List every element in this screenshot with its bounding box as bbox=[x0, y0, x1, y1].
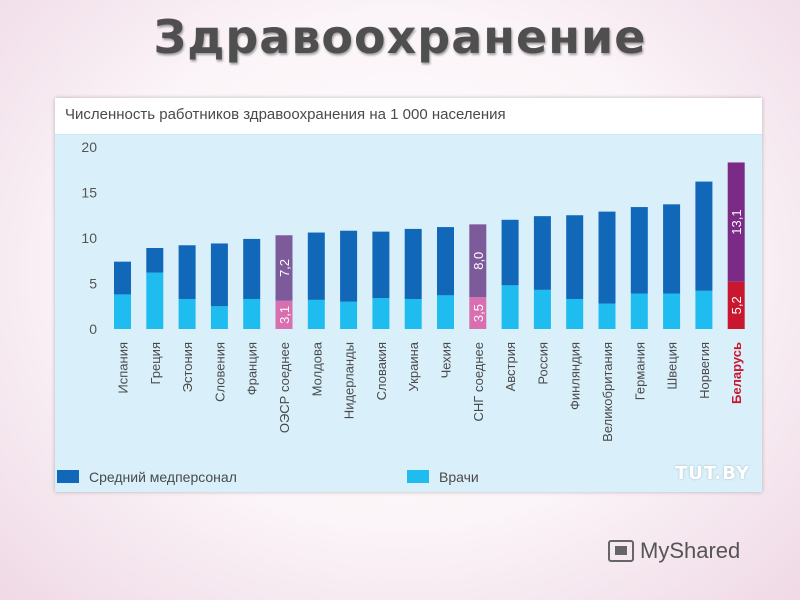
bar-segment-doctors bbox=[275, 300, 293, 329]
logo-text: MyShared bbox=[640, 538, 741, 563]
y-tick-label: 20 bbox=[81, 139, 97, 155]
category-label: Швеция bbox=[665, 342, 680, 390]
bar-segment-doctors bbox=[114, 294, 131, 329]
legend-label: Врачи bbox=[439, 469, 479, 485]
bar-segment-nurses bbox=[372, 231, 390, 299]
bar-segment-nurses bbox=[695, 181, 713, 291]
bar-segment-doctors bbox=[630, 293, 648, 329]
category-label: Норвегия bbox=[697, 342, 712, 399]
category-label: Словения bbox=[212, 342, 227, 402]
category-label: Беларусь bbox=[729, 342, 744, 404]
bar-segment-doctors bbox=[533, 289, 551, 329]
category-label: Франция bbox=[245, 342, 260, 395]
bar-segment-doctors bbox=[501, 285, 519, 329]
bar-segment-nurses bbox=[630, 207, 648, 294]
category-label: Финляндия bbox=[568, 342, 583, 410]
bar-segment-doctors bbox=[340, 301, 358, 329]
legend-label: Средний медперсонал bbox=[89, 469, 237, 485]
bar-data-label: 7,2 bbox=[277, 259, 292, 277]
bar-segment-doctors bbox=[372, 298, 390, 329]
category-label: Великобритания bbox=[600, 342, 615, 442]
bar-segment-nurses bbox=[437, 227, 454, 296]
bar-segment-doctors bbox=[695, 290, 713, 329]
bar-segment-nurses bbox=[663, 204, 681, 294]
category-label: Словакия bbox=[374, 342, 389, 400]
bar-segment-nurses bbox=[404, 228, 422, 299]
bar-segment-doctors bbox=[307, 299, 325, 329]
chart-panel: Численность работников здравоохранения н… bbox=[55, 98, 762, 492]
bar-segment-doctors bbox=[663, 293, 681, 329]
category-label: СНГ соеднее bbox=[471, 342, 486, 421]
bar-segment-doctors bbox=[178, 298, 196, 329]
bar-segment-nurses bbox=[533, 216, 551, 290]
myshared-logo: MyShared bbox=[608, 538, 740, 564]
bar-segment-nurses bbox=[275, 235, 293, 301]
legend-swatch bbox=[57, 470, 79, 483]
bar-segment-doctors bbox=[437, 295, 454, 329]
bar-segment-doctors bbox=[598, 303, 616, 329]
bar-segment-doctors bbox=[243, 298, 261, 329]
bar-segment-doctors bbox=[146, 272, 164, 329]
y-tick-label: 0 bbox=[89, 321, 97, 337]
category-label: Германия bbox=[632, 342, 647, 400]
bar-segment-nurses bbox=[178, 245, 196, 299]
category-label: Нидерланды bbox=[342, 342, 357, 419]
chart-title: Численность работников здравоохранения н… bbox=[65, 106, 506, 123]
bar-segment-doctors bbox=[210, 306, 228, 329]
slide-title: Здравоохранение bbox=[153, 10, 647, 64]
bar-segment-nurses bbox=[307, 232, 325, 300]
y-tick-label: 5 bbox=[89, 276, 97, 292]
bar-segment-doctors bbox=[404, 298, 422, 329]
y-tick-label: 15 bbox=[81, 185, 97, 201]
y-tick-label: 10 bbox=[81, 230, 97, 246]
legend-swatch bbox=[407, 470, 429, 483]
bar-segment-doctors bbox=[727, 281, 745, 329]
presentation-icon bbox=[608, 540, 634, 562]
category-label: Россия bbox=[535, 342, 550, 385]
category-label: Украина bbox=[406, 341, 421, 391]
bar-data-label: 8,0 bbox=[471, 252, 486, 270]
bar-segment-doctors bbox=[566, 298, 584, 329]
category-label: Австрия bbox=[503, 342, 518, 391]
category-label: Молдова bbox=[309, 341, 324, 396]
bar-segment-doctors bbox=[469, 297, 487, 329]
bar-data-label: 13,1 bbox=[729, 209, 744, 234]
category-label: Эстония bbox=[180, 342, 195, 392]
bar-segment-nurses bbox=[469, 224, 487, 298]
chart-header: Численность работников здравоохранения н… bbox=[55, 98, 762, 135]
bar-segment-nurses bbox=[114, 261, 131, 295]
bar-segment-nurses bbox=[146, 248, 164, 273]
category-label: Чехия bbox=[439, 342, 454, 378]
bar-segment-nurses bbox=[727, 162, 745, 282]
bar-chart: 0 5 10 15 20 Испания Греция Эстония Словения Фран… bbox=[55, 139, 762, 492]
category-label: Греция bbox=[148, 342, 163, 385]
bar-segment-nurses bbox=[243, 238, 261, 299]
bar-data-label: 3,1 bbox=[277, 306, 292, 324]
bar-segment-nurses bbox=[566, 215, 584, 299]
bar-segment-nurses bbox=[210, 243, 228, 307]
watermark: TUT.BY bbox=[674, 463, 750, 484]
bar-segment-nurses bbox=[501, 219, 519, 286]
bar-segment-nurses bbox=[340, 230, 358, 302]
bar-data-label: 3,5 bbox=[471, 304, 486, 322]
category-label: ОЭСР соеднее bbox=[277, 342, 292, 433]
category-label: Испания bbox=[116, 342, 131, 394]
bar-data-label: 5,2 bbox=[729, 296, 744, 314]
bar-segment-nurses bbox=[598, 211, 616, 304]
